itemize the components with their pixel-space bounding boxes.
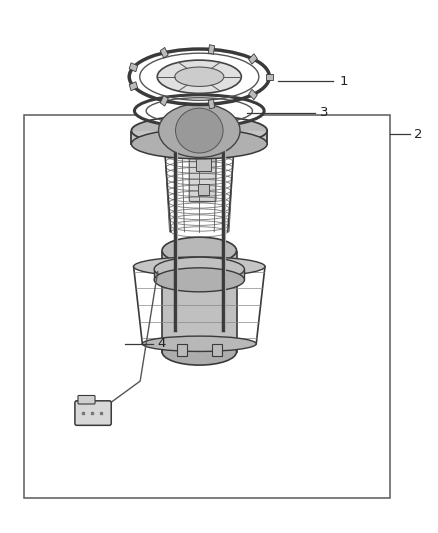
Bar [129,63,138,72]
Ellipse shape [175,67,224,86]
Bar [249,54,258,64]
Ellipse shape [129,49,269,104]
Text: 1: 1 [339,75,348,87]
Ellipse shape [134,95,264,127]
FancyBboxPatch shape [189,158,216,201]
Ellipse shape [159,104,240,157]
Ellipse shape [131,129,267,159]
Ellipse shape [162,237,237,264]
Ellipse shape [131,116,267,146]
Polygon shape [154,269,244,280]
Bar [129,82,138,91]
Ellipse shape [176,108,223,153]
Ellipse shape [134,257,265,276]
FancyBboxPatch shape [75,401,111,425]
Ellipse shape [154,268,244,292]
Bar [160,47,168,58]
Polygon shape [162,251,237,352]
Bar [24,115,390,498]
Ellipse shape [154,257,244,281]
Bar [177,344,187,356]
FancyBboxPatch shape [78,395,95,404]
Bar [208,45,215,54]
Bar [208,99,215,109]
Text: 3: 3 [320,107,328,119]
Bar [160,95,168,106]
Polygon shape [131,131,267,144]
Text: 2: 2 [414,128,422,141]
Bar [198,184,209,195]
Ellipse shape [157,60,241,93]
Bar [196,155,211,171]
Bar [266,74,273,80]
Bar [212,344,222,356]
Ellipse shape [162,338,237,365]
Bar [249,90,258,100]
Ellipse shape [142,336,256,351]
Text: 4: 4 [158,337,166,350]
